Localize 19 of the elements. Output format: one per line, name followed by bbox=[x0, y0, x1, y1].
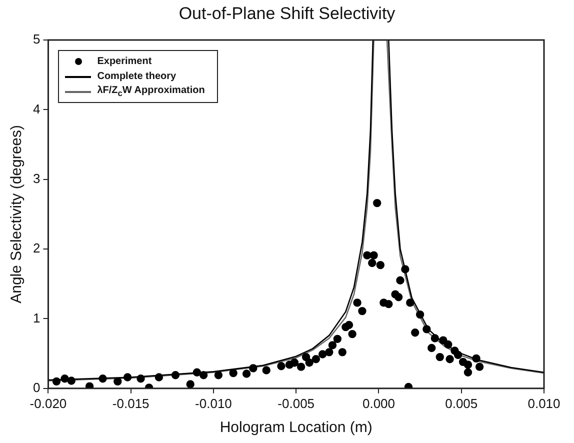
y-tick-label: 3 bbox=[32, 170, 40, 186]
x-tick-label: -0.015 bbox=[112, 396, 150, 411]
legend-label: Experiment bbox=[97, 56, 152, 67]
y-tick-label: 4 bbox=[32, 101, 40, 116]
x-axis-title: Hologram Location (m) bbox=[220, 419, 372, 436]
legend-label: Complete theory bbox=[97, 71, 176, 82]
y-tick-label: 0 bbox=[32, 380, 40, 395]
y-tick-label: 5 bbox=[32, 32, 40, 47]
legend-label: λF/Z$_{c}$W Approximation bbox=[97, 85, 205, 98]
x-tick-label: -0.020 bbox=[30, 396, 67, 411]
x-tick-label: 0.000 bbox=[362, 396, 396, 411]
y-axis-title: Angle Selectivity (degrees) bbox=[8, 124, 26, 304]
x-tick-label: -0.005 bbox=[278, 396, 315, 411]
x-tick-label: -0.010 bbox=[195, 396, 232, 411]
chart-title: Out-of-Plane Shift Selectivity bbox=[178, 4, 396, 24]
x-tick-label: 0.010 bbox=[528, 396, 560, 411]
y-tick-label: 1 bbox=[32, 310, 40, 326]
x-tick-label: 0.005 bbox=[445, 396, 478, 411]
y-tick-label: 2 bbox=[32, 240, 40, 256]
